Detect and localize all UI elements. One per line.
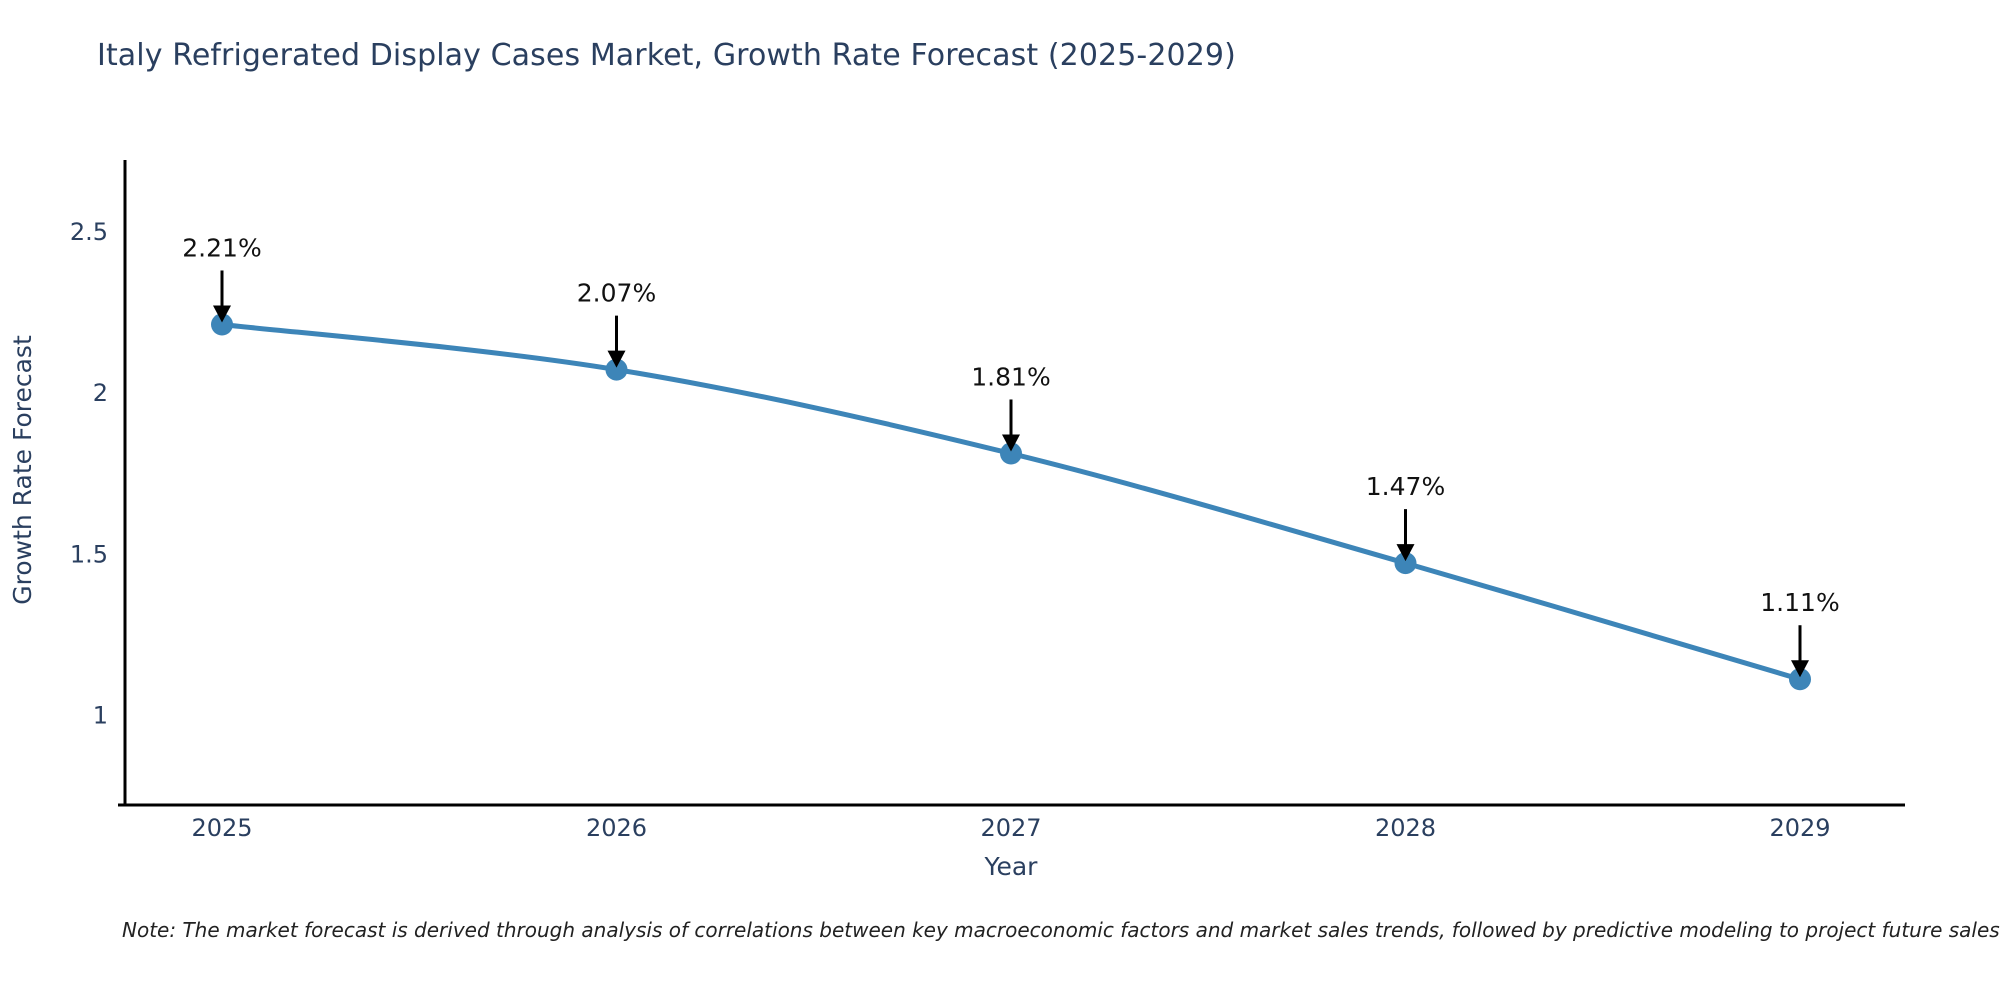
- y-axis-tick-label: 1.5: [70, 540, 108, 568]
- page-title: Italy Refrigerated Display Cases Market,…: [97, 38, 1236, 73]
- y-axis-tick-label: 2.5: [70, 218, 108, 246]
- data-point-annotations: 2.21% 2.07% 1.81% 1.47% 1.11%: [182, 233, 1839, 617]
- annotation-arrow-head: [213, 305, 231, 323]
- x-axis-title: Year: [984, 852, 1039, 881]
- data-point-marker[interactable]: [605, 358, 628, 381]
- x-axis-tick-label: 2025: [191, 814, 252, 842]
- y-axis-tick-label: 1: [93, 702, 108, 730]
- y-axis-tick-labels: 1 1.5 2 2.5: [70, 218, 108, 730]
- data-point-marker[interactable]: [1789, 668, 1811, 691]
- annotation-arrow-head: [1002, 434, 1020, 452]
- data-point-annotation-label: 1.11%: [1760, 588, 1839, 617]
- x-axis-tick-label: 2027: [980, 814, 1041, 842]
- x-axis-tick-label: 2028: [1375, 814, 1436, 842]
- x-axis-tick-labels: 2025 2026 2027 2028 2029: [191, 814, 1830, 842]
- data-point-annotation-label: 2.21%: [182, 233, 261, 262]
- data-point-marker[interactable]: [1000, 442, 1022, 465]
- data-point-marker[interactable]: [1394, 552, 1417, 575]
- y-axis-title: Growth Rate Forecast: [8, 335, 37, 605]
- data-point-annotation-label: 1.81%: [971, 362, 1050, 391]
- chart-footnote: Note: The market forecast is derived thr…: [122, 918, 2000, 942]
- data-point-marker[interactable]: [211, 313, 233, 336]
- data-point-annotation-label: 1.47%: [1366, 472, 1445, 501]
- data-point-annotation-label: 2.07%: [577, 279, 656, 308]
- annotation-arrow-head: [607, 350, 626, 368]
- annotation-arrow-head: [1396, 544, 1415, 562]
- y-axis-tick-label: 2: [93, 379, 108, 407]
- annotation-arrow-head: [1791, 660, 1809, 678]
- data-point-markers[interactable]: [211, 313, 1811, 691]
- x-axis-tick-label: 2029: [1769, 814, 1830, 842]
- x-axis-tick-label: 2026: [586, 814, 647, 842]
- annotation-arrows: [213, 270, 1809, 678]
